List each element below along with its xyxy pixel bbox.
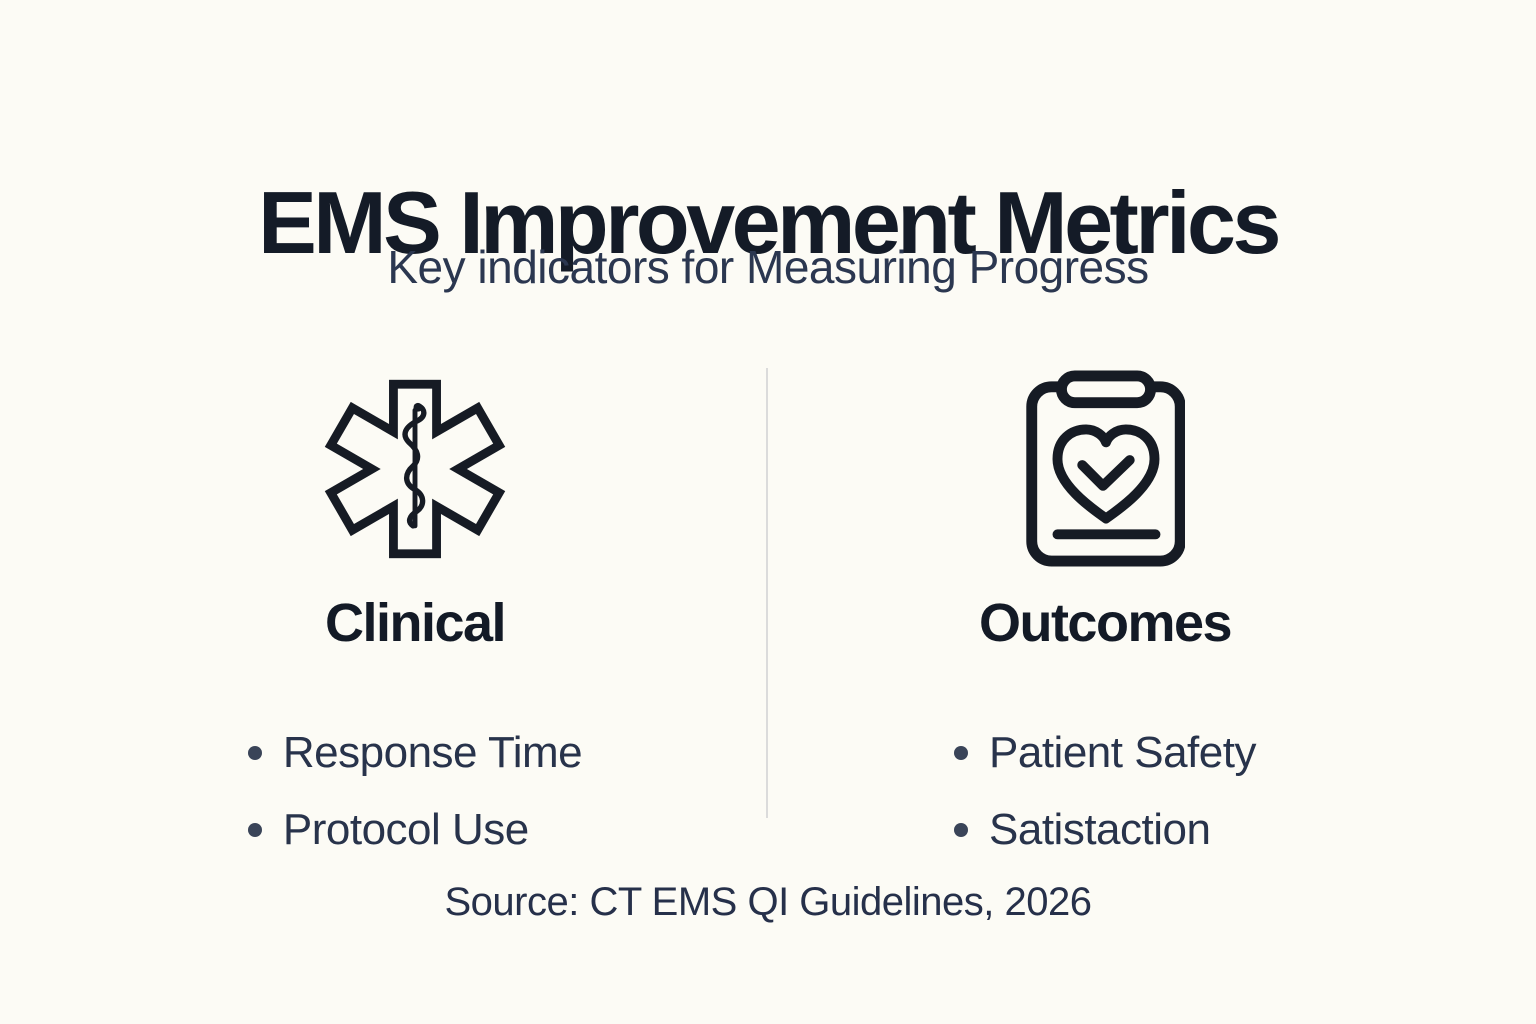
bullet-dot <box>954 823 969 838</box>
clinical-icon-box <box>65 372 765 570</box>
bullet-dot <box>247 823 262 838</box>
outcomes-list: Patient Safety Satistaction <box>954 715 1256 869</box>
outcomes-section: Outcomes Patient Safety Satistaction <box>755 369 1455 869</box>
clipboard-heart-check-icon <box>1025 369 1186 573</box>
clinical-list: Response Time Protocol Use <box>247 715 583 869</box>
source-note: Source: CT EMS QI Guidelines, 2026 <box>444 880 1092 924</box>
clinical-heading: Clinical <box>324 593 507 653</box>
list-item: Protocol Use <box>247 792 582 869</box>
bullet-dot <box>954 746 969 761</box>
list-item: Patient Safety <box>954 715 1256 792</box>
clinical-section: Clinical Response Time Protocol Use <box>65 372 765 869</box>
list-item-label: Response Time <box>282 728 583 778</box>
list-item: Satistaction <box>954 792 1256 869</box>
list-item-label: Patient Safety <box>989 728 1256 778</box>
bullet-dot <box>247 746 262 761</box>
page-subtitle: Key indicators for Measuring Progress <box>387 241 1149 293</box>
outcomes-icon-box <box>755 369 1455 573</box>
star-of-life-icon <box>317 371 513 572</box>
page-title: EMS Improvement Metrics <box>258 172 1281 272</box>
list-item: Response Time <box>247 715 583 792</box>
list-item-label: Protocol Use <box>282 805 529 855</box>
list-item-label: Satistaction <box>989 805 1211 855</box>
outcomes-heading: Outcomes <box>978 593 1233 653</box>
column-divider <box>766 368 768 818</box>
